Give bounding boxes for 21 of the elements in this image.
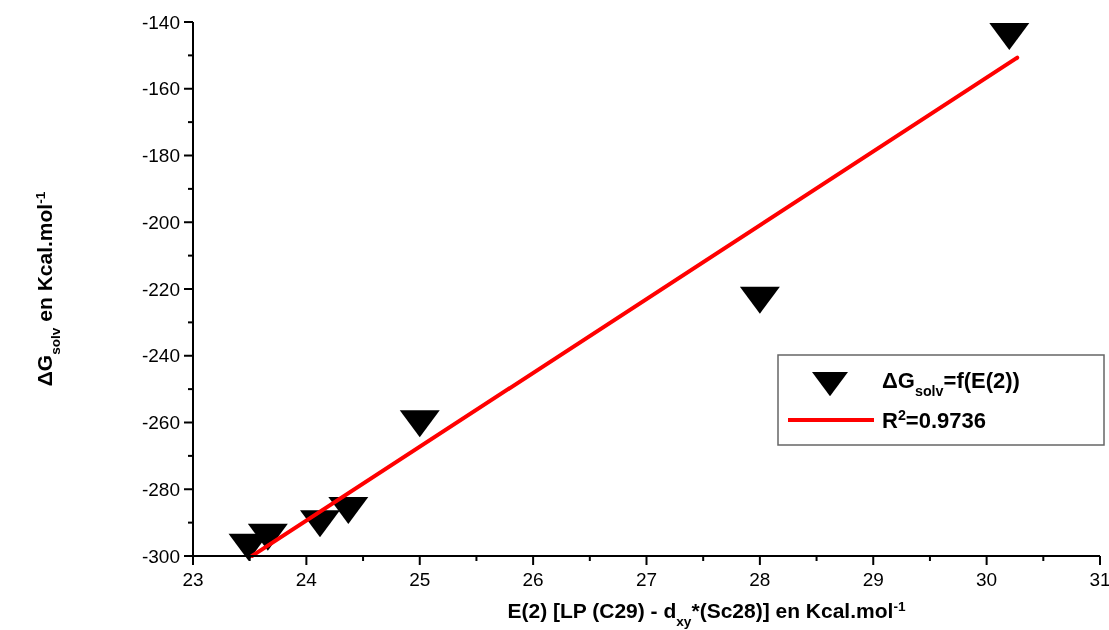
- x-tick-label: 30: [976, 569, 998, 590]
- x-tick-label: 27: [635, 569, 658, 590]
- y-tick-label: -140: [141, 11, 180, 33]
- x-axis-title: E(2) [LP (C29) - d$_{xy}$*(Sc28)] en Kcal.mol$^{-1}$: [507, 598, 906, 629]
- y-tick-label: -180: [141, 145, 180, 167]
- y-tick-label: -280: [141, 478, 180, 500]
- y-tick-label: -300: [141, 545, 180, 567]
- y-tick-label: -240: [141, 345, 180, 367]
- y-tick-label: -160: [141, 78, 180, 100]
- y-tick-label: -200: [141, 211, 180, 233]
- legend-label: ΔG$_{solv}$=f(E(2)): [882, 367, 1020, 399]
- y-tick-label: -260: [141, 412, 180, 434]
- x-tick-label: 29: [862, 569, 884, 590]
- legend-label: R$^{2}$=0.9736: [882, 406, 986, 433]
- x-tick-label: 26: [522, 569, 544, 590]
- x-tick-label: 23: [182, 569, 204, 590]
- x-tick-label: 31: [1089, 569, 1109, 590]
- x-tick-label: 28: [749, 569, 771, 590]
- y-tick-label: -220: [141, 278, 180, 300]
- x-tick-label: 25: [409, 569, 431, 590]
- x-tick-label: 24: [295, 569, 318, 590]
